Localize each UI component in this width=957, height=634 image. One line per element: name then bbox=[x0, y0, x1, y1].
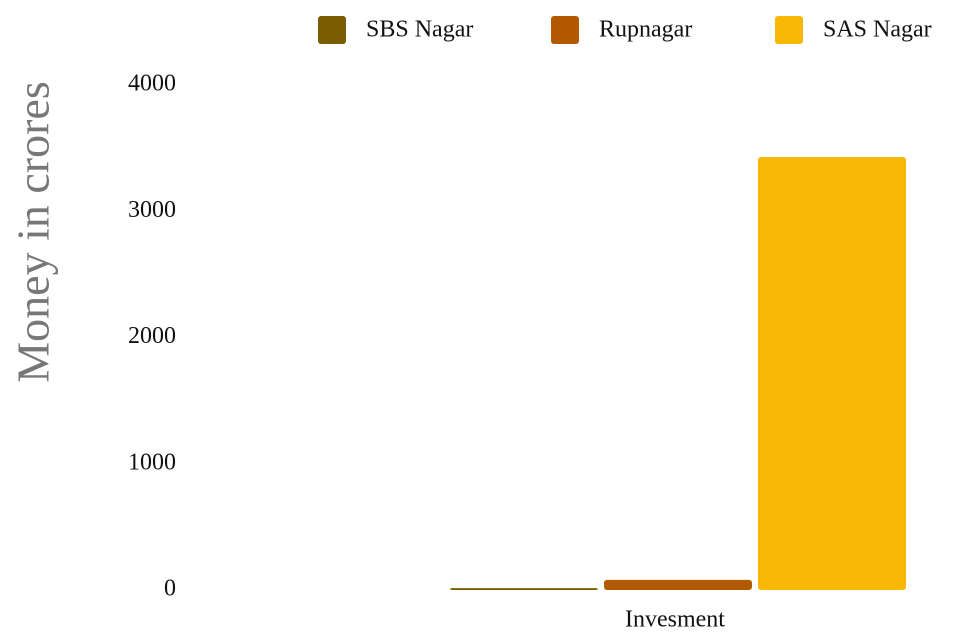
bar bbox=[604, 579, 752, 590]
legend-swatch bbox=[775, 16, 803, 44]
y-tick-label: 1000 bbox=[128, 449, 176, 475]
legend-label: SBS Nagar bbox=[366, 17, 473, 43]
y-tick-label: 3000 bbox=[128, 197, 176, 223]
y-tick-label: 2000 bbox=[128, 323, 176, 349]
legend-label: Rupnagar bbox=[599, 17, 692, 43]
legend-swatch bbox=[318, 16, 346, 44]
y-tick-label: 4000 bbox=[128, 71, 176, 97]
y-axis-label: Money in crores bbox=[8, 81, 59, 382]
bar bbox=[758, 156, 906, 590]
legend-label: SAS Nagar bbox=[823, 17, 932, 43]
legend-swatch bbox=[551, 16, 579, 44]
bar bbox=[450, 588, 598, 590]
x-tick-label: Invesment bbox=[625, 607, 725, 633]
y-tick-label: 0 bbox=[164, 576, 176, 602]
